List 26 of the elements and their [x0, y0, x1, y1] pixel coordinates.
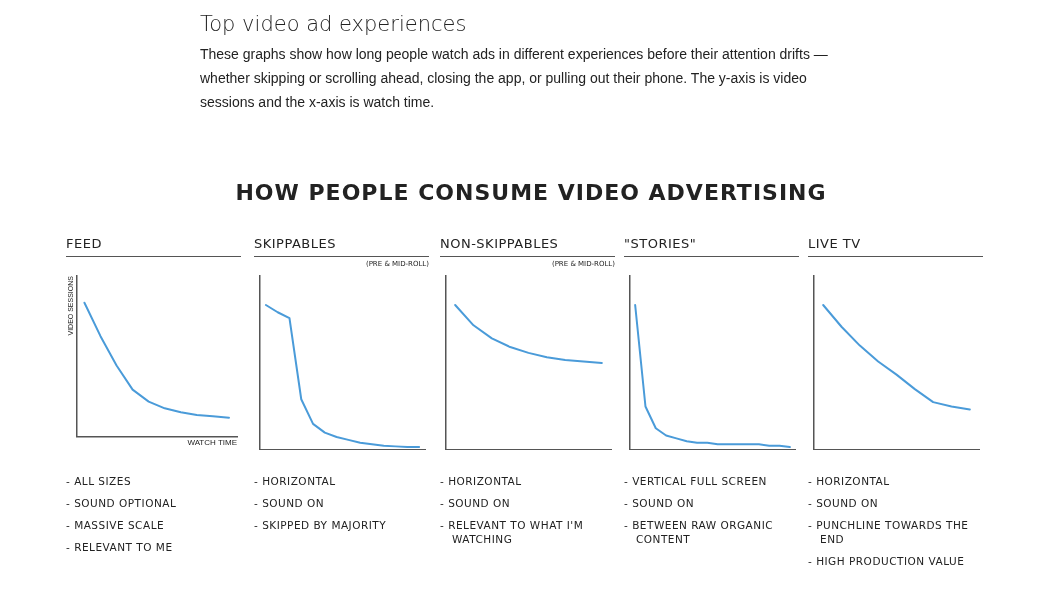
- text: - SKIPPED BY MAJORITY: [254, 518, 388, 532]
- text: - BETWEEN RAW ORGANIC CONTENT: [624, 518, 775, 546]
- chart-title: FEED: [66, 235, 241, 257]
- text: - PUNCHLINE TOWARDS THE END: [808, 518, 970, 546]
- x-axis-title: WATCH TIME: [187, 438, 237, 448]
- text: - SOUND ON: [440, 496, 512, 510]
- text: - VERTICAL FULL SCREEN: [624, 474, 768, 488]
- text: - SOUND ON: [808, 496, 880, 510]
- text: - SOUND ON: [624, 496, 696, 510]
- chart-title: NON-SKIPPABLES: [440, 235, 615, 257]
- text: - HORIZONTAL: [808, 474, 891, 488]
- text: HOW PEOPLE CONSUME VIDEO ADVERTISING: [234, 180, 828, 205]
- text: - HORIZONTAL: [440, 474, 523, 488]
- text: - RELEVANT TO WHAT I'M WATCHING: [440, 518, 585, 546]
- chart-title: LIVE TV: [808, 235, 983, 257]
- text: - SOUND ON: [254, 496, 326, 510]
- chart-title: SKIPPABLES: [254, 235, 429, 257]
- text: - ALL SIZES: [66, 474, 133, 488]
- chart-title: "STORIES": [624, 235, 799, 257]
- text: - SOUND OPTIONAL: [66, 496, 178, 510]
- text: - HIGH PRODUCTION VALUE: [808, 554, 966, 568]
- text: - HORIZONTAL: [254, 474, 337, 488]
- text: - RELEVANT TO ME: [66, 540, 174, 554]
- text: - MASSIVE SCALE: [66, 518, 166, 532]
- text: These graphs show how long people watch ads in different experiences before their attention drifts —whether skipping or scrolling ahead, closing the app, or pulling out their phone. The y-axis is video sessions and the x-axis is watch time.: [200, 45, 829, 112]
- text: Top video ad experiences: [200, 12, 468, 36]
